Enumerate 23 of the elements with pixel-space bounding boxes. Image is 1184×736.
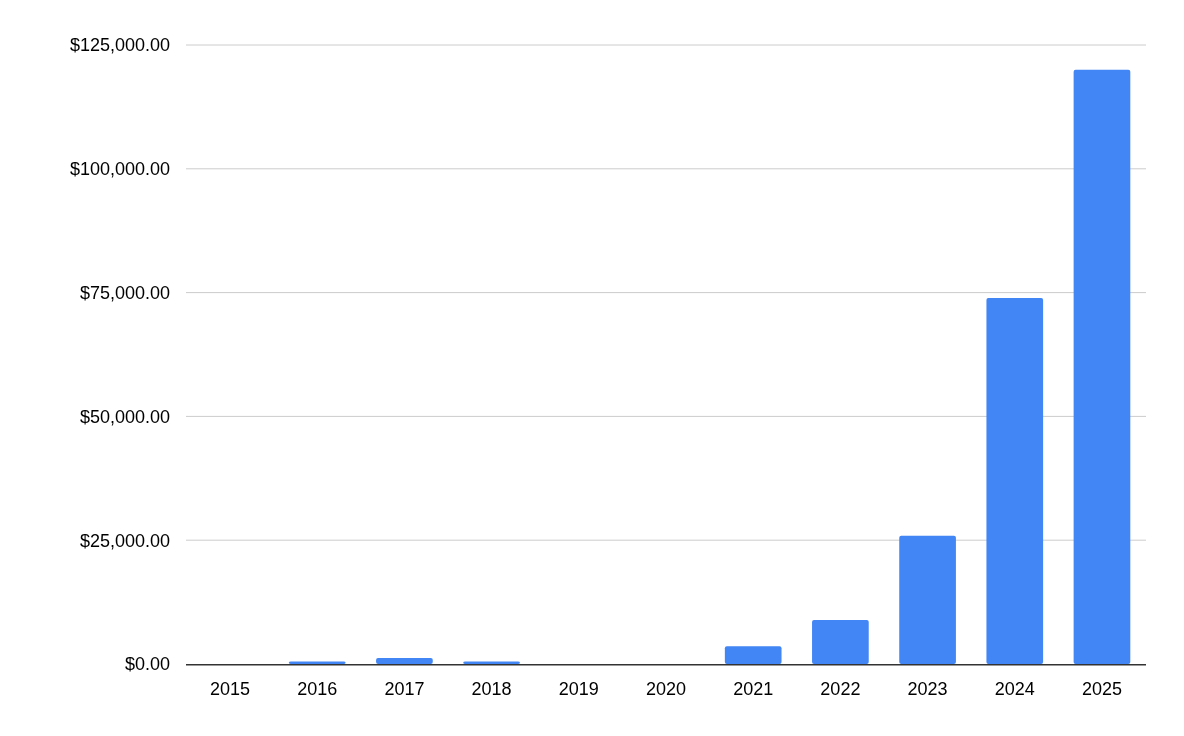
bar <box>812 619 869 664</box>
x-tick-label: 2024 <box>994 679 1035 699</box>
bar <box>899 535 956 664</box>
x-tick-label: 2020 <box>645 679 687 699</box>
x-tick-label: 2017 <box>384 679 425 699</box>
x-tick-label: 2018 <box>471 679 512 699</box>
x-tick-label: 2021 <box>733 679 774 699</box>
y-tick-label: $25,000.00 <box>79 530 170 551</box>
x-tick-label: 2022 <box>820 679 861 699</box>
bar <box>376 658 433 664</box>
y-tick-label: $100,000.00 <box>69 159 170 180</box>
bar <box>1073 69 1131 664</box>
bar <box>986 298 1044 664</box>
y-tick-label: $125,000.00 <box>69 35 170 56</box>
y-tick-label: $0.00 <box>124 654 170 675</box>
bar <box>724 646 782 664</box>
x-tick-label: 2025 <box>1081 679 1122 699</box>
x-tick-label: 2015 <box>210 679 251 699</box>
x-tick-label: 2016 <box>297 679 338 699</box>
y-tick-label: $50,000.00 <box>79 406 170 427</box>
x-tick-label: 2019 <box>558 679 599 699</box>
x-tick-label: 2023 <box>907 679 948 699</box>
y-tick-label: $75,000.00 <box>79 282 170 303</box>
